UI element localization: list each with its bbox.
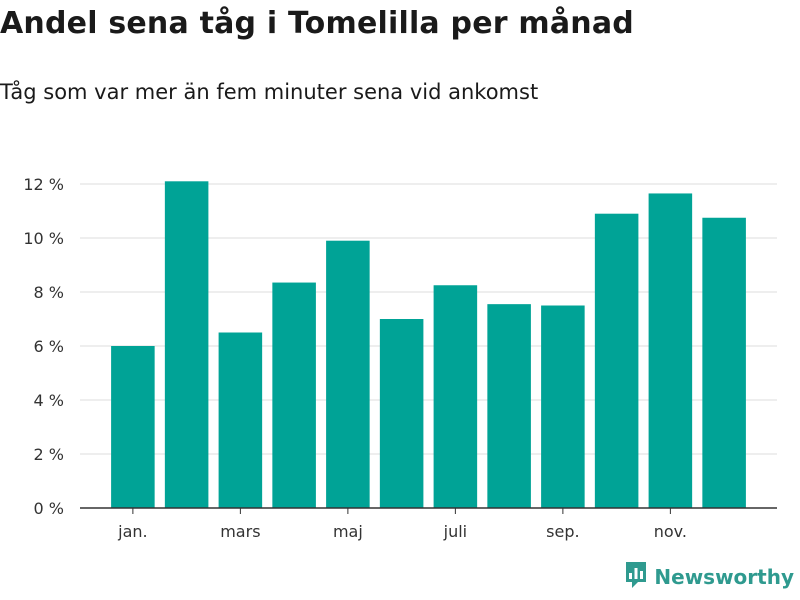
y-tick-label: 12 % xyxy=(23,175,64,194)
x-tick-label: jan. xyxy=(117,522,147,541)
bar-jan. xyxy=(164,181,209,509)
x-tick-label: juli xyxy=(443,522,467,541)
y-tick-label: 2 % xyxy=(34,445,64,464)
newsworthy-logo: Newsworthy xyxy=(624,560,794,594)
bar-okt. xyxy=(648,193,693,508)
y-tick-label: 0 % xyxy=(34,499,64,518)
bar-mars xyxy=(272,282,316,508)
bar-maj xyxy=(379,319,424,508)
bar-nov. xyxy=(702,217,746,508)
bar-sep. xyxy=(594,213,639,508)
y-tick-label: 4 % xyxy=(34,391,64,410)
chart-title: Andel sena tåg i Tomelilla per månad xyxy=(0,6,634,41)
bar-feb. xyxy=(218,332,263,508)
logo-text: Newsworthy xyxy=(654,565,794,589)
x-tick-label: mars xyxy=(220,522,260,541)
y-tick-label: 10 % xyxy=(23,229,64,248)
bar-juli xyxy=(487,304,531,508)
bar-april xyxy=(326,240,370,508)
bars xyxy=(111,181,746,509)
bar-juni xyxy=(433,285,478,508)
chart-subtitle: Tåg som var mer än fem minuter sena vid … xyxy=(0,80,539,104)
axes xyxy=(80,507,777,514)
tick-labels: 0 % 2 % 4 % 6 % 8 % 10 % 12 % jan. mars maj juli se… xyxy=(23,175,687,541)
bar-aug. xyxy=(541,305,585,508)
y-tick-label: 8 % xyxy=(34,283,64,302)
y-tick-label: 6 % xyxy=(34,337,64,356)
bar-chart-speech-bubble-icon xyxy=(624,560,648,594)
x-tick-label: sep. xyxy=(546,522,579,541)
x-tick-label: maj xyxy=(333,522,363,541)
bar-dec. xyxy=(111,346,155,508)
x-tick-label: nov. xyxy=(654,522,687,541)
